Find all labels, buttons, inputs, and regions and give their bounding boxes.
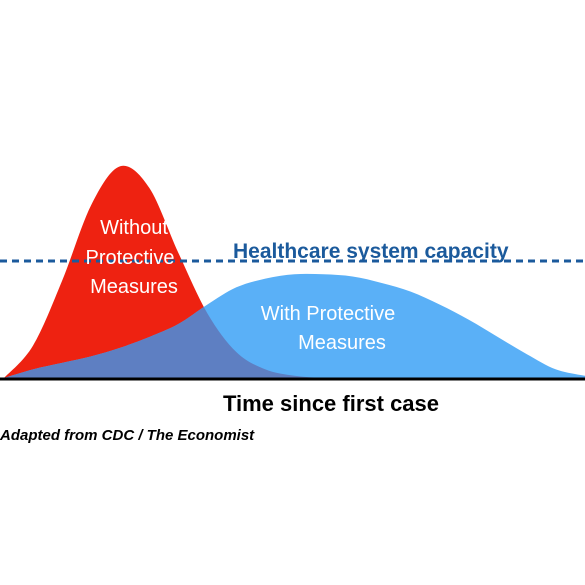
series-label-without-line-2: Protective: [86, 247, 175, 269]
x-axis-label: Time since first case: [223, 391, 439, 416]
series-label-with-line-2: Measures: [298, 332, 386, 354]
series-label-without-line-3: Measures: [90, 276, 178, 298]
capacity-label: Healthcare system capacity: [233, 240, 509, 263]
area-without-protective-measures: [4, 165, 585, 378]
series-label-with-line-1: With Protective: [261, 303, 395, 325]
source-note: Adapted from CDC / The Economist: [0, 427, 255, 444]
series-label-without-line-1: Without: [100, 217, 168, 239]
